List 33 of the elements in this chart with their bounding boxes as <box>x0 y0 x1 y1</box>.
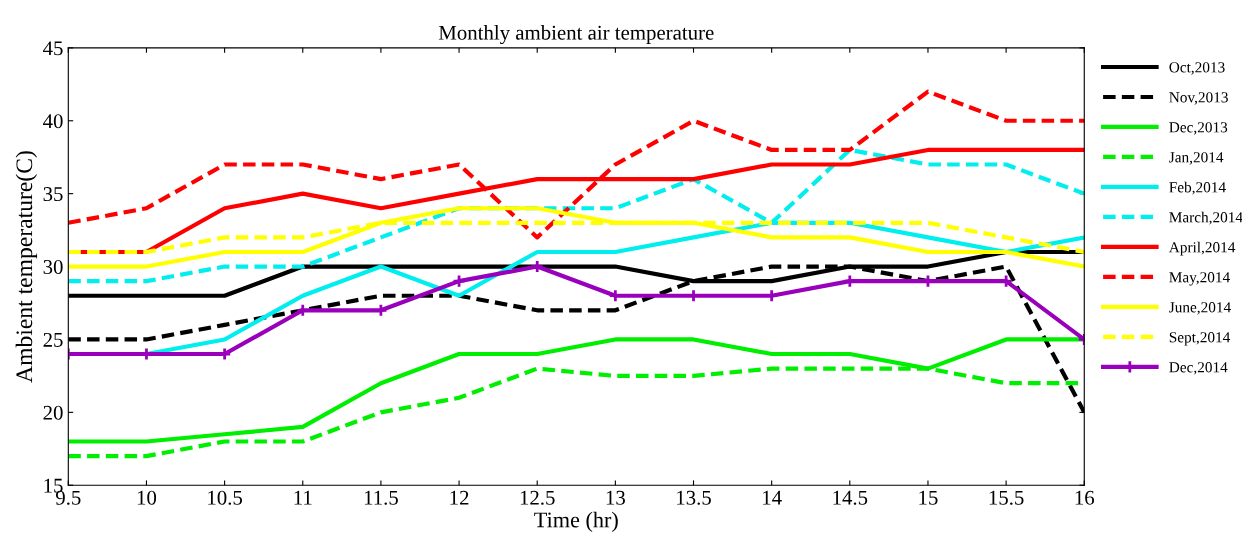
x-tick-label: 10.5 <box>208 490 243 505</box>
y-axis-title: Ambient temperature(C) <box>15 151 38 383</box>
y-tick-label: 30 <box>43 259 63 274</box>
legend-label: March,2014 <box>1169 211 1242 225</box>
x-tick-label: 14.5 <box>833 490 868 505</box>
y-tick-label: 25 <box>43 332 63 347</box>
x-tick-label: 13 <box>606 490 625 505</box>
legend-label: April,2014 <box>1168 241 1236 256</box>
y-tick-label: 40 <box>43 114 63 129</box>
legend-label: Nov,2013 <box>1169 92 1228 105</box>
x-axis-title: Time (hr) <box>534 511 618 532</box>
legend-label: May,2014 <box>1169 272 1230 286</box>
y-tick-label: 35 <box>43 187 63 202</box>
x-tick-label: 13.5 <box>677 490 711 505</box>
legend-label: Dec,2013 <box>1169 122 1228 135</box>
legend-label: Jan,2014 <box>1169 152 1224 165</box>
legend-label: Feb,2014 <box>1169 181 1226 195</box>
x-tick-label: 11.5 <box>364 490 398 505</box>
chart-title: Monthly ambient air temperature <box>438 25 714 45</box>
legend-label: Sept,2014 <box>1169 332 1231 346</box>
y-tick-label: 45 <box>43 41 63 56</box>
x-tick-label: 12 <box>450 490 469 505</box>
x-tick-label: 14 <box>763 490 782 505</box>
x-tick-label: 16 <box>1075 490 1095 505</box>
legend-label: June,2014 <box>1169 302 1231 315</box>
x-tick-label: 10 <box>137 490 157 505</box>
legend-label: Oct,2013 <box>1169 62 1225 75</box>
x-tick-label: 15.5 <box>989 490 1024 505</box>
x-tick-label: 12.5 <box>520 490 555 505</box>
x-tick-label: 15 <box>919 490 938 505</box>
x-tick-label: 11 <box>294 490 312 505</box>
legend-label: Dec,2014 <box>1169 362 1228 375</box>
y-tick-label: 20 <box>43 405 63 420</box>
